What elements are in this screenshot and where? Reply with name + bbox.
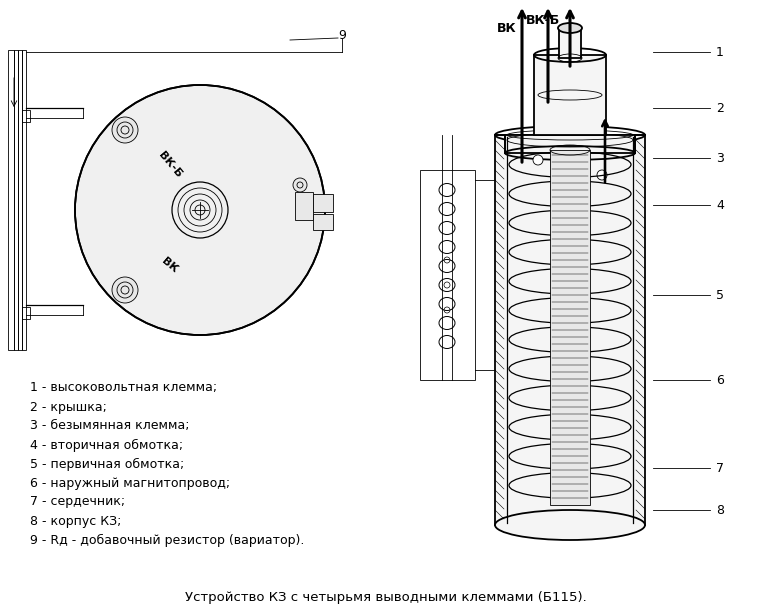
Text: Устройство КЗ с четырьмя выводными клеммами (Б115).: Устройство КЗ с четырьмя выводными клемм…	[185, 591, 587, 604]
Circle shape	[293, 178, 307, 192]
Circle shape	[75, 85, 325, 335]
Text: 9 - Rд - добавочный резистор (вариатор).: 9 - Rд - добавочный резистор (вариатор).	[30, 533, 305, 546]
Text: 3 - безымянная клемма;: 3 - безымянная клемма;	[30, 419, 189, 432]
Circle shape	[597, 170, 607, 180]
Text: 7 - сердечник;: 7 - сердечник;	[30, 495, 125, 508]
Bar	[8, 50, 14, 350]
Text: ВК-Б: ВК-Б	[526, 14, 560, 26]
Text: 7: 7	[716, 461, 724, 474]
Text: 3: 3	[716, 152, 724, 164]
Bar	[559, 28, 581, 58]
Bar	[18, 50, 22, 350]
Text: 4 - вторичная обмотка;: 4 - вторичная обмотка;	[30, 439, 183, 452]
Text: ВК: ВК	[160, 256, 180, 274]
Bar	[420, 170, 475, 380]
Text: 5 - первичная обмотка;: 5 - первичная обмотка;	[30, 458, 184, 471]
Text: 1 - высоковольтная клемма;: 1 - высоковольтная клемма;	[30, 381, 217, 394]
Circle shape	[533, 155, 543, 165]
Bar	[313, 214, 333, 230]
Text: 9: 9	[338, 28, 346, 41]
Circle shape	[112, 117, 138, 143]
Text: 1: 1	[716, 46, 724, 59]
Text: 8: 8	[716, 503, 724, 516]
Ellipse shape	[495, 510, 645, 540]
Bar	[295, 192, 313, 220]
Circle shape	[112, 277, 138, 303]
Bar	[495, 135, 645, 525]
Text: 8 - корпус КЗ;: 8 - корпус КЗ;	[30, 514, 121, 527]
Text: 5: 5	[716, 288, 724, 301]
Bar	[550, 150, 590, 505]
Text: 4: 4	[716, 198, 724, 211]
Bar	[22, 50, 26, 350]
Bar	[22, 307, 30, 319]
Text: 2 - крышка;: 2 - крышка;	[30, 400, 107, 413]
Text: ВК-Б: ВК-Б	[156, 150, 184, 180]
Bar	[14, 50, 18, 350]
Ellipse shape	[558, 23, 582, 33]
Bar	[313, 194, 333, 212]
Text: 2: 2	[716, 102, 724, 115]
Text: ВК: ВК	[497, 22, 517, 34]
Text: 6: 6	[716, 373, 724, 386]
Bar	[505, 135, 635, 153]
Bar	[534, 55, 606, 135]
Bar	[22, 110, 30, 122]
Text: 6 - наружный магнитопровод;: 6 - наружный магнитопровод;	[30, 477, 230, 490]
